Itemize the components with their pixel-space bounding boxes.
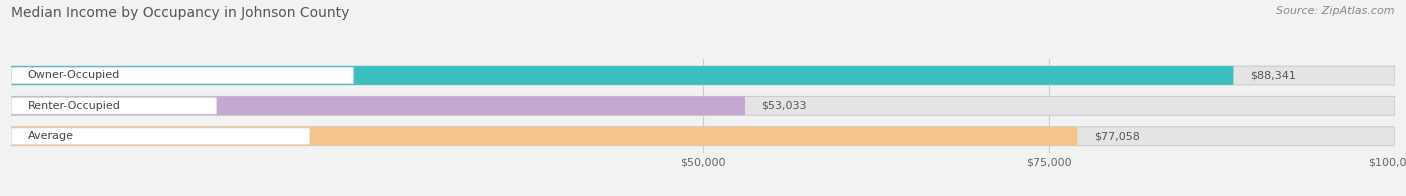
FancyBboxPatch shape [11, 66, 1233, 85]
Text: Average: Average [28, 131, 75, 141]
Text: Owner-Occupied: Owner-Occupied [28, 71, 120, 81]
Text: Median Income by Occupancy in Johnson County: Median Income by Occupancy in Johnson Co… [11, 6, 350, 20]
Text: Source: ZipAtlas.com: Source: ZipAtlas.com [1277, 6, 1395, 16]
FancyBboxPatch shape [11, 96, 745, 115]
FancyBboxPatch shape [11, 96, 1395, 115]
FancyBboxPatch shape [11, 128, 309, 144]
FancyBboxPatch shape [11, 67, 353, 84]
FancyBboxPatch shape [11, 98, 217, 114]
Text: $53,033: $53,033 [762, 101, 807, 111]
Text: Renter-Occupied: Renter-Occupied [28, 101, 121, 111]
FancyBboxPatch shape [11, 66, 1395, 85]
FancyBboxPatch shape [11, 127, 1395, 146]
FancyBboxPatch shape [11, 127, 1077, 146]
Text: $88,341: $88,341 [1250, 71, 1296, 81]
Text: $77,058: $77,058 [1094, 131, 1140, 141]
